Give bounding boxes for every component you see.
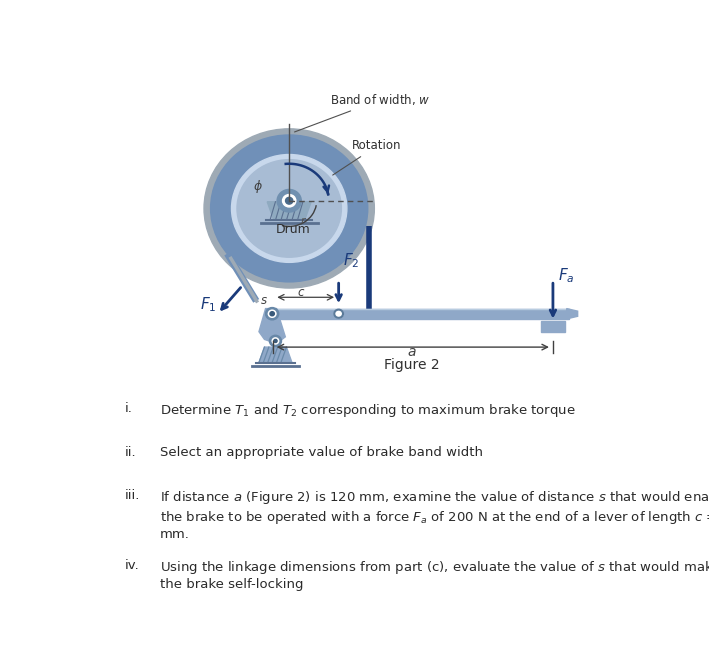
Text: iii.: iii. [124,490,140,502]
Text: Select an appropriate value of brake band width: Select an appropriate value of brake ban… [160,446,483,459]
Text: Figure 2: Figure 2 [384,358,440,372]
Polygon shape [566,309,578,319]
Text: the brake self-locking: the brake self-locking [160,578,303,591]
Text: $c$: $c$ [296,285,305,299]
Text: ii.: ii. [124,446,136,459]
Text: $\phi$: $\phi$ [254,179,263,195]
Circle shape [270,311,274,315]
Circle shape [272,338,279,344]
Circle shape [204,129,374,288]
Text: Using the linkage dimensions from part (c), evaluate the value of $s$ that would: Using the linkage dimensions from part (… [160,559,709,576]
Circle shape [266,307,279,320]
Text: $s$: $s$ [260,294,268,307]
Polygon shape [267,201,311,220]
Text: mm.: mm. [160,528,190,542]
Text: $F_1$: $F_1$ [200,295,217,314]
Polygon shape [259,309,285,344]
Circle shape [277,189,301,212]
Text: Determine $T_1$ and $T_2$ corresponding to maximum brake torque: Determine $T_1$ and $T_2$ corresponding … [160,402,576,419]
Circle shape [231,155,347,262]
Text: Band of width, $w$: Band of width, $w$ [294,92,431,132]
Text: If distance $a$ (Figure 2) is 120 mm, examine the value of distance $s$ that wou: If distance $a$ (Figure 2) is 120 mm, ex… [160,490,709,506]
Circle shape [211,135,368,282]
Text: $a$: $a$ [407,346,416,360]
Text: Drum: Drum [275,223,311,236]
Circle shape [286,197,293,204]
Text: Rotation: Rotation [333,139,402,175]
Circle shape [237,159,342,257]
Circle shape [274,340,277,342]
Circle shape [268,310,276,317]
FancyBboxPatch shape [267,309,569,319]
Circle shape [282,195,296,207]
Text: iv.: iv. [124,559,139,572]
Circle shape [269,336,281,347]
Text: $F_a$: $F_a$ [559,266,575,285]
Text: i.: i. [124,402,132,415]
Circle shape [334,309,343,318]
Text: the brake to be operated with a force $F_a$ of 200 N at the end of a lever of le: the brake to be operated with a force $F… [160,509,709,526]
Text: $r$: $r$ [300,215,307,226]
FancyBboxPatch shape [541,321,565,331]
Text: $F_2$: $F_2$ [343,251,359,269]
Polygon shape [259,347,292,362]
